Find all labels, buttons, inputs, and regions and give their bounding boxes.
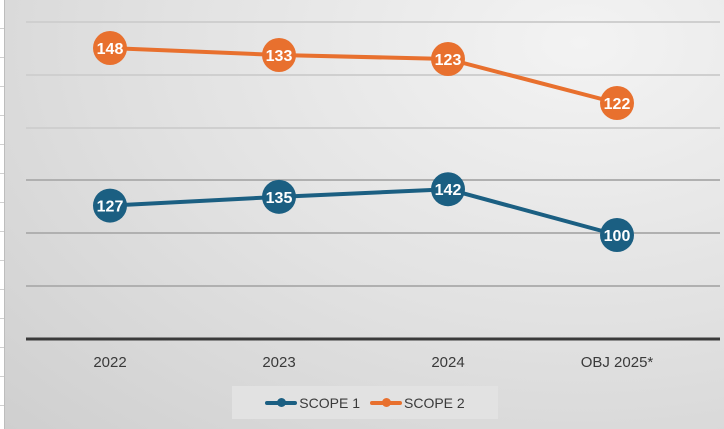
legend-item-scope-2[interactable]: SCOPE 2 <box>370 395 465 411</box>
data-label: 148 <box>97 41 124 58</box>
data-point <box>93 188 127 223</box>
spreadsheet-cell-edge <box>0 0 4 429</box>
data-point <box>93 31 127 65</box>
data-label: 123 <box>435 52 462 69</box>
legend-label: SCOPE 1 <box>299 394 360 411</box>
legend-item-scope-1[interactable]: SCOPE 1 <box>265 395 360 411</box>
series-line-1 <box>109 187 618 237</box>
data-label: 122 <box>604 96 631 113</box>
data-label: 100 <box>604 228 631 245</box>
data-point <box>600 86 634 120</box>
data-label: 133 <box>266 48 293 65</box>
x-tick-label: 2024 <box>431 354 464 371</box>
x-tick-label: 2022 <box>93 354 126 371</box>
data-label: 135 <box>266 190 293 207</box>
legend-label: SCOPE 2 <box>404 394 465 411</box>
x-tick-label: 2023 <box>262 354 295 371</box>
data-label: 142 <box>435 182 462 199</box>
data-point <box>431 42 465 76</box>
series-line-2 <box>109 46 618 105</box>
legend: SCOPE 1 SCOPE 2 <box>232 386 498 419</box>
data-point <box>431 172 465 207</box>
legend-marker-scope-1 <box>265 397 298 407</box>
data-point <box>600 218 634 252</box>
legend-marker-scope-2 <box>370 397 402 407</box>
data-point <box>262 38 296 72</box>
data-label: 127 <box>97 199 124 216</box>
data-point <box>262 179 296 214</box>
x-tick-label: OBJ 2025* <box>581 354 654 371</box>
